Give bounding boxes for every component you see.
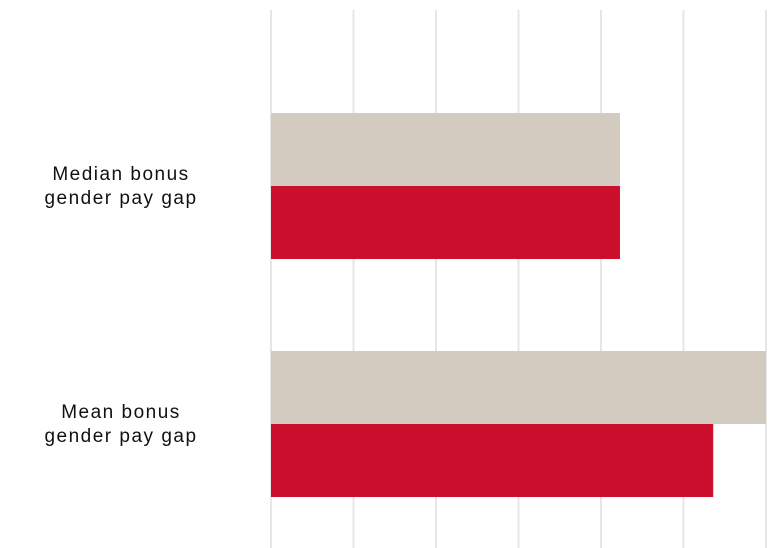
category-label-line: gender pay gap	[44, 188, 197, 209]
bars	[271, 113, 766, 497]
category-labels: Median bonus gender pay gap Mean bonus gend…	[44, 164, 197, 447]
category-label-line: gender pay gap	[44, 426, 197, 447]
bar-series-2-category-2	[271, 424, 714, 497]
category-label: Median bonus gender pay gap	[44, 164, 197, 209]
category-label: Mean bonus gender pay gap	[44, 402, 197, 447]
gridlines	[270, 10, 767, 548]
category-label-line: Median bonus	[52, 164, 189, 185]
bar-series-2-category-1	[271, 186, 620, 259]
bar-series-1-category-2	[271, 351, 766, 424]
bar-series-1-category-1	[271, 113, 620, 186]
category-label-line: Mean bonus	[61, 402, 181, 423]
